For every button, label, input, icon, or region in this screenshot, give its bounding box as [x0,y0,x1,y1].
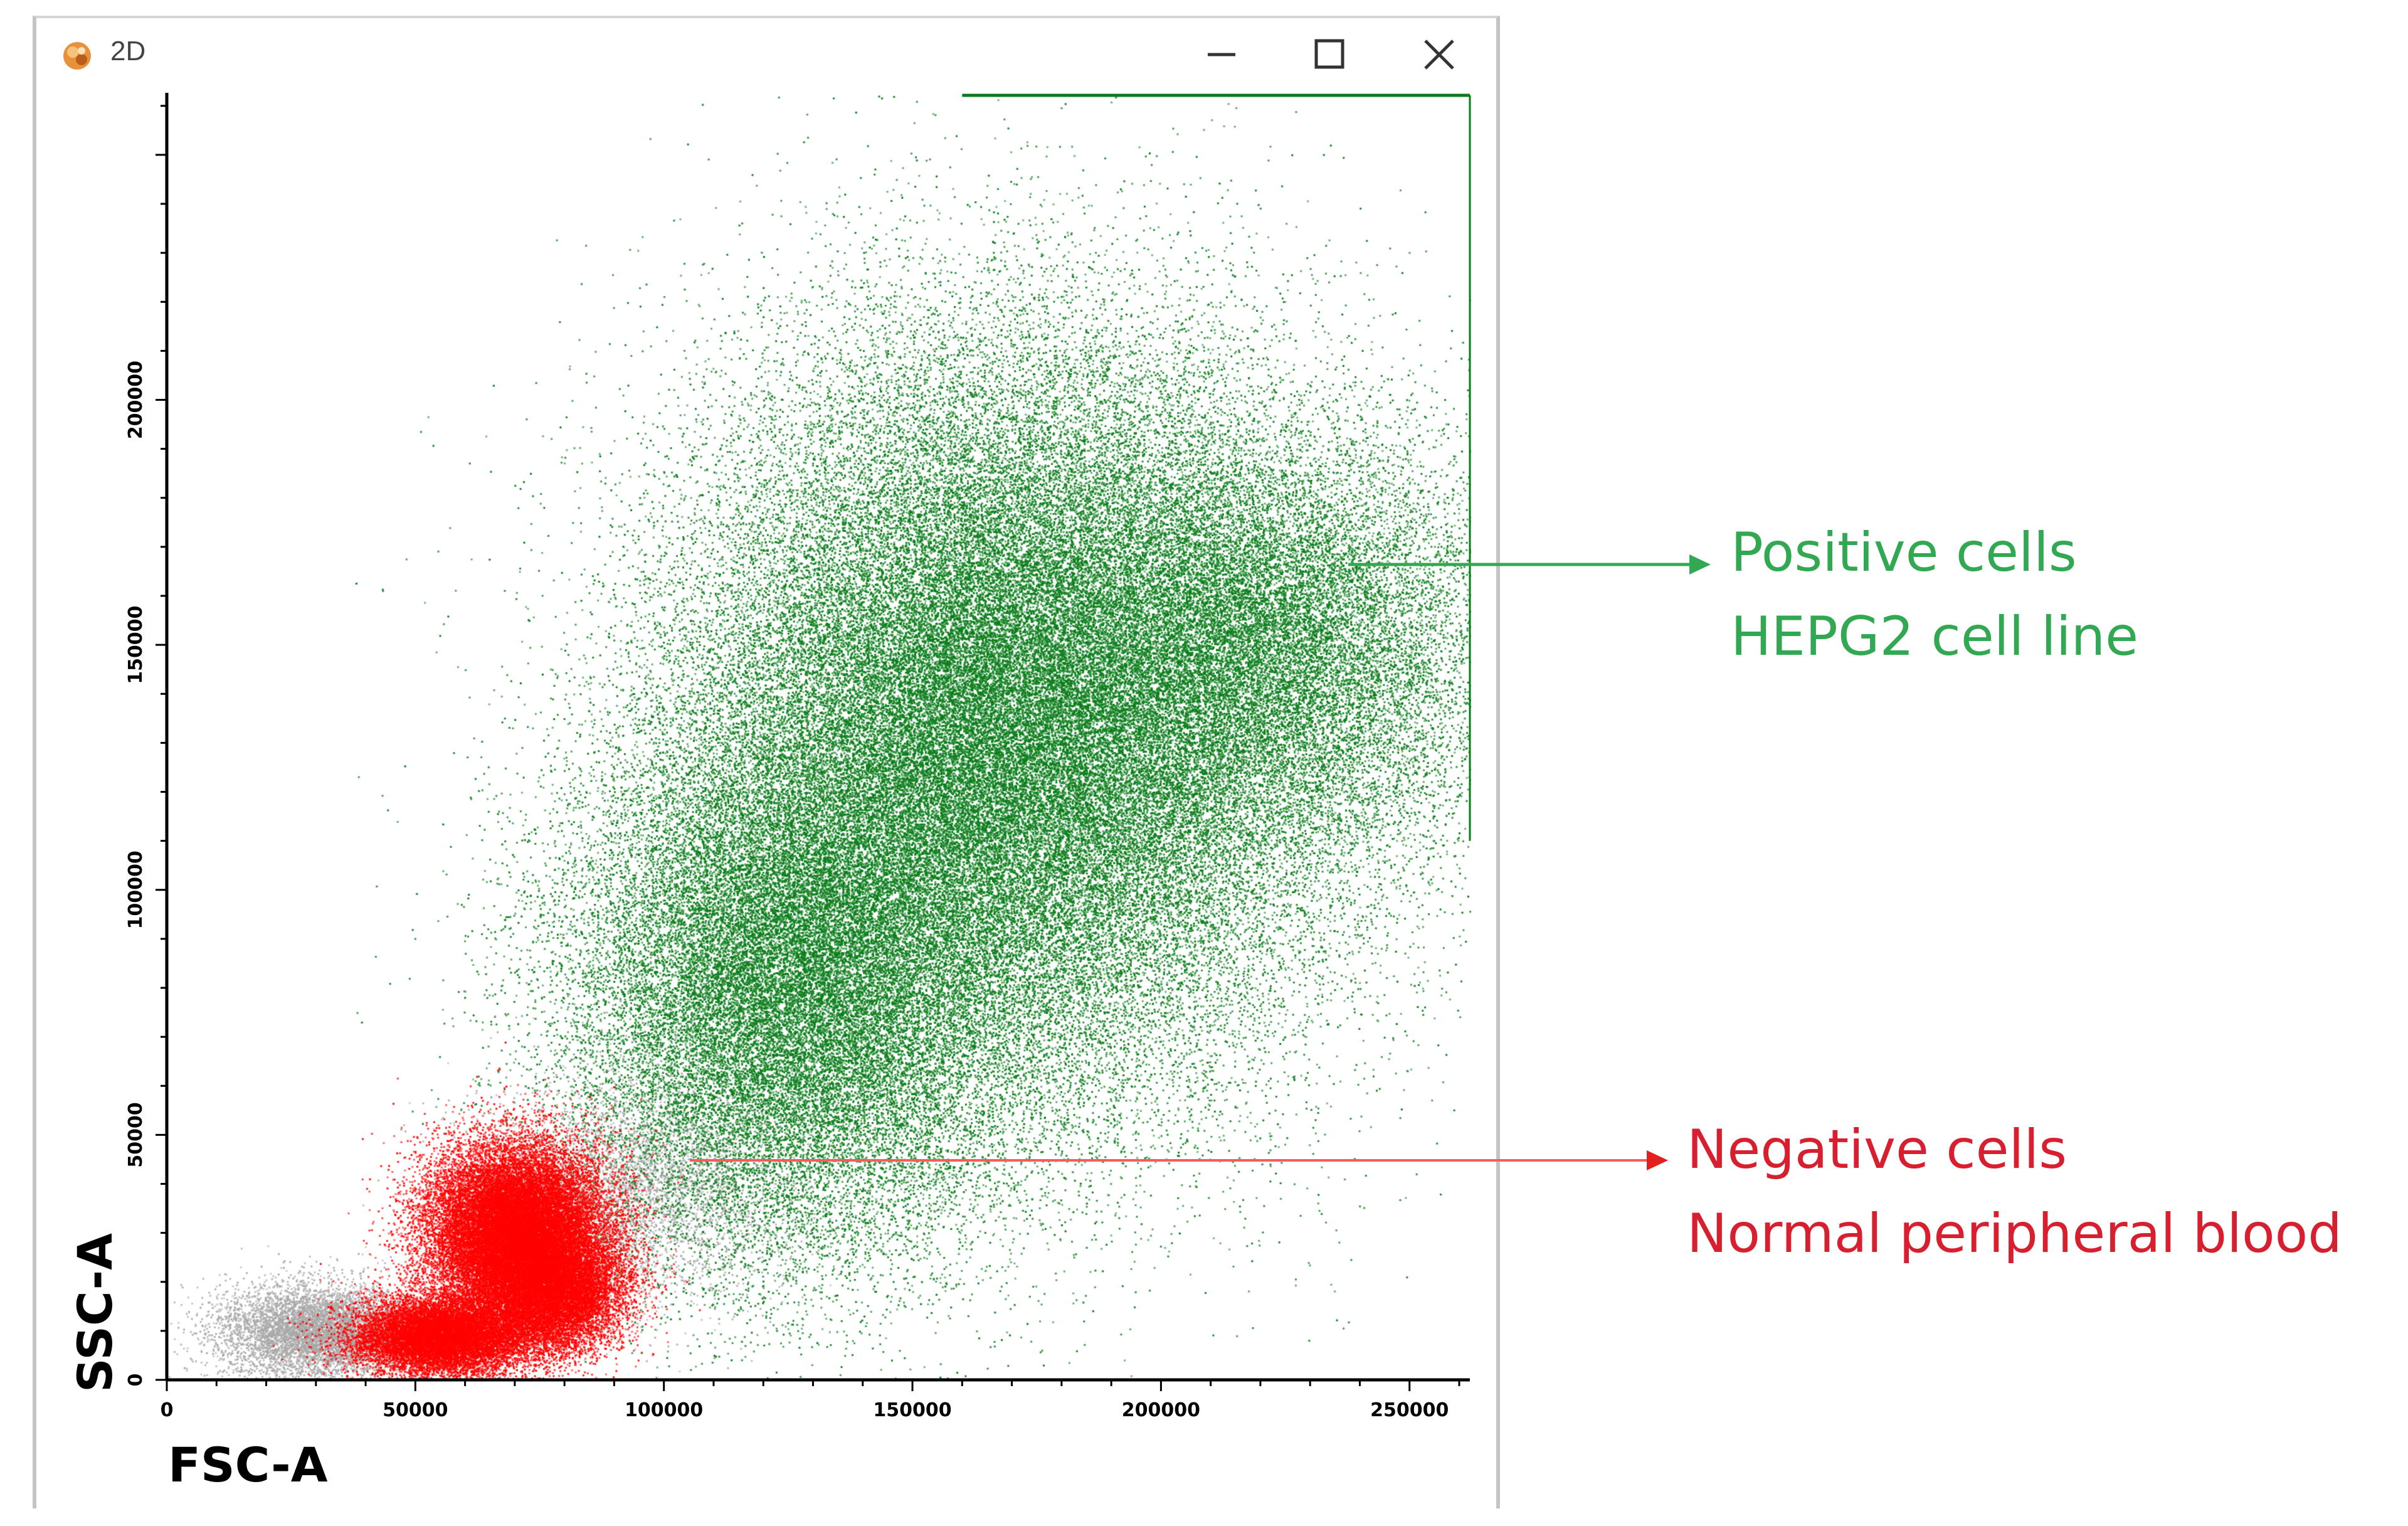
x-tick-label: 50000 [383,1399,448,1421]
positive-cells-annotation: Positive cells HEPG2 cell line [1731,511,2138,679]
positive-annotation-line-1: Positive cells [1731,521,2077,584]
close-button[interactable] [1408,29,1471,80]
x-axis-label: FSC-A [168,1437,328,1493]
x-tick-label: 150000 [873,1399,951,1421]
y-tick-label: 0 [125,1374,147,1387]
minimize-button[interactable] [1190,29,1253,80]
title-bar[interactable]: 2D [36,18,1496,87]
scatter-points [166,94,1471,1381]
y-axis-label: SSC-A [67,1233,123,1392]
y-tick-label: 200000 [125,361,147,439]
positive-annotation-line-2: HEPG2 cell line [1731,605,2139,668]
y-tick-label: 50000 [125,1102,147,1167]
y-tick-label: 100000 [125,850,147,929]
maximize-button[interactable] [1299,29,1361,80]
app-logo-icon [63,42,91,70]
x-tick-label: 0 [161,1399,174,1421]
x-tick-label: 100000 [625,1399,703,1421]
window-title: 2D [110,36,146,66]
close-icon [1424,40,1454,70]
negative-annotation-line-2: Normal peripheral blood [1687,1202,2342,1265]
maximize-icon [1314,39,1344,69]
axes: 0 50000 100000 150000 200000 250000 0 50000 1000… [125,93,1471,1421]
x-tick-label: 250000 [1370,1399,1449,1421]
x-tick-label: 200000 [1122,1399,1200,1421]
y-tick-label: 150000 [125,606,147,684]
negative-annotation-line-1: Negative cells [1687,1118,2067,1181]
negative-cells-annotation: Negative cells Normal peripheral blood [1687,1108,2342,1276]
